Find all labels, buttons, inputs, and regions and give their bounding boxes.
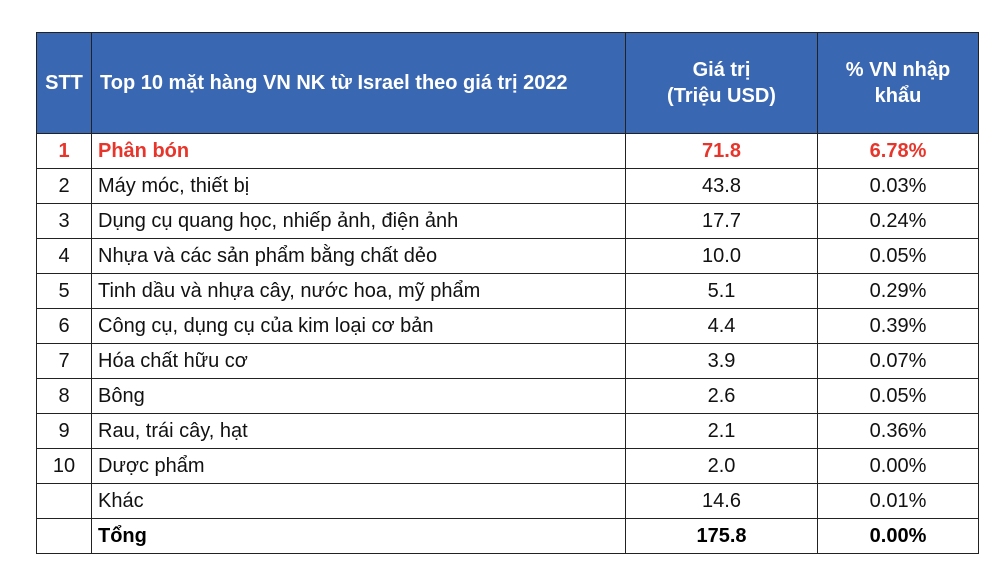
- cell-value: 2.0: [625, 448, 818, 484]
- table-row: 2 Máy móc, thiết bị 43.8 0.03%: [36, 168, 979, 204]
- cell-stt: 8: [36, 378, 92, 414]
- cell-stt: 5: [36, 273, 92, 309]
- header-value-line2: (Triệu USD): [667, 85, 776, 107]
- cell-pct: 0.01%: [817, 483, 979, 519]
- cell-pct: 0.00%: [817, 448, 979, 484]
- cell-item: Dược phẩm: [91, 448, 626, 484]
- table-row: 3 Dụng cụ quang học, nhiếp ảnh, điện ảnh…: [36, 203, 979, 239]
- table-row: 7 Hóa chất hữu cơ 3.9 0.07%: [36, 343, 979, 379]
- header-stt: STT: [36, 32, 92, 134]
- cell-stt: [36, 518, 92, 554]
- table-row: 8 Bông 2.6 0.05%: [36, 378, 979, 414]
- header-value: Giá trị (Triệu USD): [625, 32, 818, 134]
- import-table: STT Top 10 mặt hàng VN NK từ Israel theo…: [36, 32, 979, 554]
- cell-item: Hóa chất hữu cơ: [91, 343, 626, 379]
- cell-item: Tổng: [91, 518, 626, 554]
- table-body: 1 Phân bón 71.8 6.78% 2 Máy móc, thiết b…: [36, 133, 979, 554]
- cell-stt: 6: [36, 308, 92, 344]
- cell-pct: 0.03%: [817, 168, 979, 204]
- cell-stt: 3: [36, 203, 92, 239]
- header-pct-line2: khẩu: [874, 85, 922, 107]
- header-row: STT Top 10 mặt hàng VN NK từ Israel theo…: [36, 32, 979, 134]
- cell-item: Máy móc, thiết bị: [91, 168, 626, 204]
- cell-value: 4.4: [625, 308, 818, 344]
- cell-stt: 2: [36, 168, 92, 204]
- header-value-line1: Giá trị: [692, 59, 751, 81]
- header-pct: % VN nhập khẩu: [817, 32, 979, 134]
- cell-item: Công cụ, dụng cụ của kim loại cơ bản: [91, 308, 626, 344]
- cell-value: 2.6: [625, 378, 818, 414]
- cell-value: 14.6: [625, 483, 818, 519]
- cell-item: Nhựa và các sản phẩm bằng chất dẻo: [91, 238, 626, 274]
- table-row-total: Tổng 175.8 0.00%: [36, 518, 979, 554]
- table-row: 5 Tinh dầu và nhựa cây, nước hoa, mỹ phẩ…: [36, 273, 979, 309]
- cell-stt: 1: [36, 133, 92, 169]
- table-row: 9 Rau, trái cây, hạt 2.1 0.36%: [36, 413, 979, 449]
- cell-item: Dụng cụ quang học, nhiếp ảnh, điện ảnh: [91, 203, 626, 239]
- cell-value: 2.1: [625, 413, 818, 449]
- cell-pct: 0.36%: [817, 413, 979, 449]
- header-pct-line1: % VN nhập: [845, 59, 951, 81]
- table-row: 10 Dược phẩm 2.0 0.00%: [36, 448, 979, 484]
- cell-pct: 0.05%: [817, 238, 979, 274]
- header-item: Top 10 mặt hàng VN NK từ Israel theo giá…: [91, 32, 626, 134]
- cell-pct: 0.00%: [817, 518, 979, 554]
- cell-pct: 0.07%: [817, 343, 979, 379]
- cell-stt: 10: [36, 448, 92, 484]
- cell-stt: [36, 483, 92, 519]
- cell-stt: 4: [36, 238, 92, 274]
- cell-value: 3.9: [625, 343, 818, 379]
- cell-value: 17.7: [625, 203, 818, 239]
- cell-item: Rau, trái cây, hạt: [91, 413, 626, 449]
- table-row: Khác 14.6 0.01%: [36, 483, 979, 519]
- cell-stt: 7: [36, 343, 92, 379]
- cell-value: 5.1: [625, 273, 818, 309]
- cell-pct: 0.39%: [817, 308, 979, 344]
- table-header: STT Top 10 mặt hàng VN NK từ Israel theo…: [36, 32, 979, 134]
- cell-value: 175.8: [625, 518, 818, 554]
- cell-item: Phân bón: [91, 133, 626, 169]
- cell-stt: 9: [36, 413, 92, 449]
- cell-item: Bông: [91, 378, 626, 414]
- table-row: 6 Công cụ, dụng cụ của kim loại cơ bản 4…: [36, 308, 979, 344]
- cell-pct: 0.29%: [817, 273, 979, 309]
- cell-value: 71.8: [625, 133, 818, 169]
- cell-pct: 0.24%: [817, 203, 979, 239]
- table-row: 1 Phân bón 71.8 6.78%: [36, 133, 979, 169]
- cell-value: 10.0: [625, 238, 818, 274]
- cell-pct: 0.05%: [817, 378, 979, 414]
- cell-pct: 6.78%: [817, 133, 979, 169]
- cell-item: Tinh dầu và nhựa cây, nước hoa, mỹ phẩm: [91, 273, 626, 309]
- cell-item: Khác: [91, 483, 626, 519]
- table-row: 4 Nhựa và các sản phẩm bằng chất dẻo 10.…: [36, 238, 979, 274]
- cell-value: 43.8: [625, 168, 818, 204]
